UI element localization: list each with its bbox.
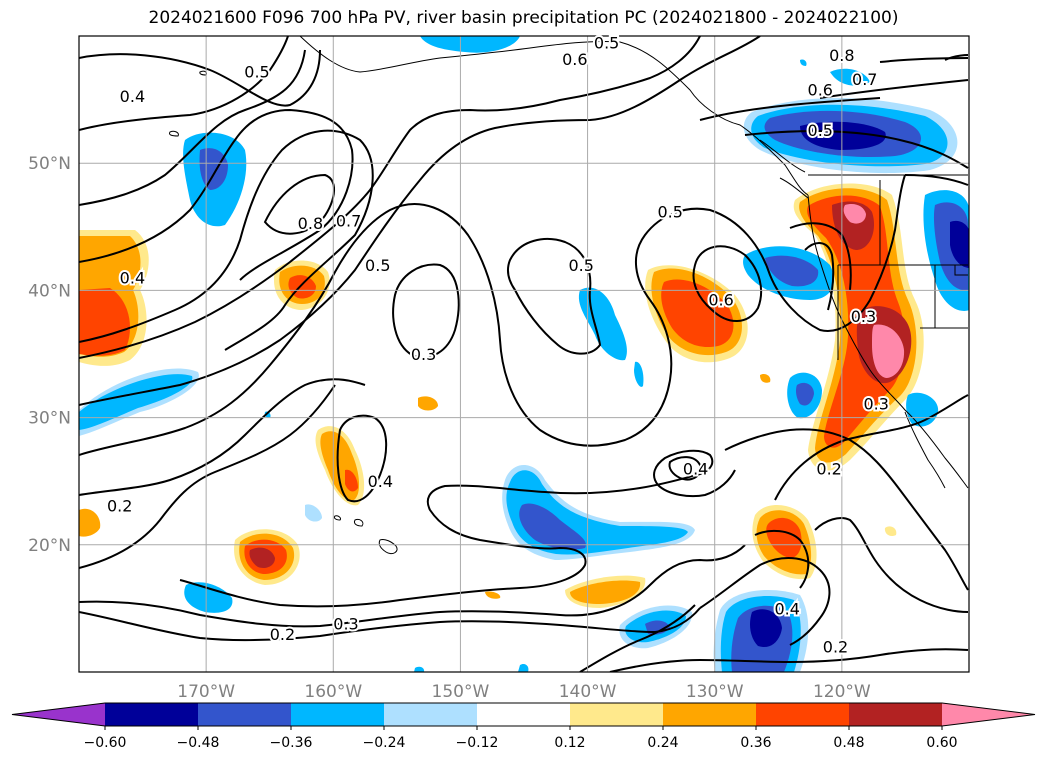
contour-label: 0.6: [562, 50, 587, 69]
contour-labels: 0.4 0.5 0.6 0.5 0.8 0.7 0.6 0.5 0.8 0.7 0.5 0.4 0.5 0…: [105, 31, 891, 658]
lat-tick-label: 20°N: [28, 536, 71, 556]
lat-tick-label: 50°N: [28, 154, 71, 174]
contour-label: 0.2: [823, 638, 848, 657]
contour-label: 0.5: [594, 33, 619, 52]
colorbar-tick-label: −0.36: [270, 735, 313, 751]
colorbar-tick-label: −0.48: [177, 735, 220, 751]
coastline: [169, 36, 969, 555]
map-frame: [78, 35, 970, 673]
colorbar-segment: [12, 703, 105, 726]
colorbar-tick-label: −0.12: [456, 735, 499, 751]
lon-tick-label: 170°W: [177, 682, 235, 702]
contour-label: 0.2: [816, 459, 841, 478]
pv-contours: [79, 36, 969, 672]
longitude-labels: 170°W 160°W 150°W 140°W 130°W 120°W: [177, 682, 871, 702]
contour-label: 0.3: [411, 345, 436, 364]
contour-label: 0.5: [657, 203, 682, 222]
colorbar-segment: [477, 703, 570, 726]
contour-label: 0.5: [568, 256, 593, 275]
latitude-labels: 20°N 30°N 40°N 50°N: [28, 154, 71, 556]
lon-tick-label: 140°W: [559, 682, 617, 702]
colorbar-tick-label: −0.60: [84, 735, 127, 751]
colorbar-segment: [384, 703, 477, 726]
colorbar-tick-label: 0.60: [926, 735, 957, 751]
lon-tick-label: 150°W: [432, 682, 490, 702]
grid-lines: [79, 36, 969, 672]
contour-label: 0.7: [852, 70, 877, 89]
colorbar-segment: [663, 703, 756, 726]
contour-label: 0.5: [244, 63, 269, 82]
contour-label: 0.3: [863, 395, 888, 414]
contour-label: 0.4: [774, 599, 799, 618]
contour-label: 0.4: [120, 87, 145, 106]
contour-label: 0.6: [708, 290, 733, 309]
colorbar-tick-label: 0.48: [833, 735, 864, 751]
contour-label: 0.7: [336, 211, 361, 230]
colorbar-segment: [756, 703, 849, 726]
colorbar-segment: [849, 703, 942, 726]
contour-label: 0.8: [829, 46, 854, 65]
colorbar-tick-label: 0.36: [740, 735, 771, 751]
lon-tick-label: 130°W: [686, 682, 744, 702]
colorbar-tick-label: 0.24: [647, 735, 678, 751]
contour-label: 0.4: [683, 459, 708, 478]
contour-label: 0.6: [808, 80, 833, 99]
contour-label: 0.5: [365, 256, 390, 275]
colorbar-tick-label: −0.24: [363, 735, 406, 751]
contour-label: 0.4: [368, 472, 393, 491]
figure-title: 2024021600 F096 700 hPa PV, river basin …: [148, 8, 899, 28]
contour-label: 0.2: [107, 496, 132, 515]
contour-label: 0.4: [120, 269, 145, 288]
colorbar-segment: [291, 703, 384, 726]
lat-tick-label: 30°N: [28, 409, 71, 429]
contour-label: 0.3: [333, 615, 358, 634]
contour-label: 0.3: [851, 307, 876, 326]
colorbar: −0.60 −0.48 −0.36 −0.24 −0.12 0.12 0.24 0.36 0.4…: [11, 702, 1036, 751]
colorbar-segment: [942, 703, 1035, 726]
colorbar-tick-label: 0.12: [554, 735, 585, 751]
lat-tick-label: 40°N: [28, 281, 71, 301]
lon-tick-label: 120°W: [813, 682, 871, 702]
colorbar-segment: [198, 703, 291, 726]
contour-label: 0.2: [270, 625, 295, 644]
colorbar-segment: [570, 703, 663, 726]
contour-label: 0.5: [808, 121, 833, 140]
lon-tick-label: 160°W: [304, 682, 362, 702]
contour-label: 0.8: [298, 214, 323, 233]
colorbar-segment: [105, 703, 198, 726]
